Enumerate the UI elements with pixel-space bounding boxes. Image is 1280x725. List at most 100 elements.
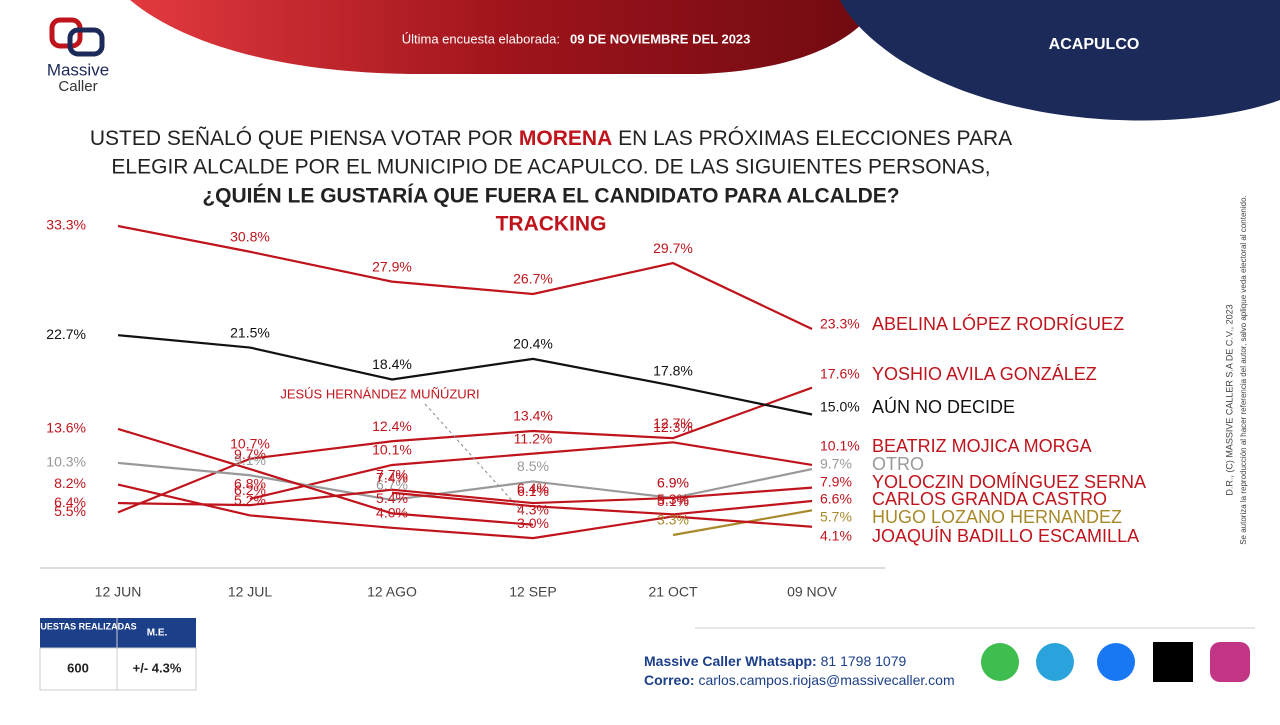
data-label: 9.7%	[820, 456, 852, 472]
data-label: 23.3%	[820, 316, 860, 332]
data-label: 6.1%	[517, 483, 549, 499]
value: carlos.campos.riojas@massivecaller.com	[698, 672, 954, 688]
data-label: 15.0%	[820, 399, 860, 415]
data-label: 6.7%	[376, 477, 408, 493]
survey-date: 09 DE NOVIEMBRE DEL 2023	[570, 31, 750, 46]
data-label: 8.5%	[517, 458, 549, 474]
data-label: 17.6%	[820, 366, 860, 382]
label: Correo:	[644, 672, 695, 688]
x-tick-label: 12 JUN	[95, 584, 142, 600]
value: 81 1798 1079	[821, 653, 907, 669]
data-label: 30.8%	[230, 228, 270, 244]
data-label: 13.4%	[513, 408, 553, 424]
series-name: JESÚS HERNÁNDEZ MUÑÚZURI	[280, 386, 479, 401]
series-name: JOAQUÍN BADILLO ESCAMILLA	[872, 526, 1139, 546]
x-tick-label: 09 NOV	[787, 584, 837, 600]
data-label: 12.3%	[653, 419, 693, 435]
data-label: 6.9%	[657, 475, 689, 491]
legal-line: Se autoriza la reproducción al hacer ref…	[1239, 195, 1248, 545]
question-text: EN LAS PRÓXIMAS ELECCIONES PARA	[618, 127, 1012, 150]
logo: Massive Caller	[47, 17, 109, 95]
header-blob	[840, 0, 1280, 121]
data-label: 6.8%	[234, 476, 266, 492]
data-label: 5.3%	[657, 491, 689, 507]
x-icon[interactable]	[1153, 642, 1193, 682]
data-label: 3.3%	[657, 512, 689, 528]
data-label: 29.7%	[653, 240, 693, 256]
series-name: YOLOCZIN DOMÍNGUEZ SERNA	[872, 472, 1146, 492]
data-label: 3.0%	[517, 515, 549, 531]
series-line	[117, 486, 813, 507]
data-label: 9.7%	[234, 446, 266, 462]
data-label: 6.6%	[820, 491, 852, 507]
data-label: 6.2%	[234, 482, 266, 498]
series-line	[117, 334, 813, 416]
data-label: 9.1%	[234, 452, 266, 468]
legal-line: D.R., (C) MASSIVE CALLER S.A DE C.V., 20…	[1224, 304, 1234, 495]
series-line	[117, 427, 534, 526]
series-name: AÚN NO DECIDE	[872, 396, 1015, 417]
annotation-pointer	[424, 403, 526, 516]
data-label: 22.7%	[46, 326, 86, 342]
data-label: 4.0%	[376, 505, 408, 521]
data-label: 11.2%	[514, 430, 553, 446]
data-label: 12.4%	[372, 418, 412, 434]
data-label: 7.9%	[820, 474, 852, 490]
footer-mail: Correo: carlos.campos.riojas@massivecall…	[644, 672, 955, 688]
data-label: 10.1%	[372, 442, 412, 458]
series-name: YOSHIO AVILA GONZÁLEZ	[872, 364, 1097, 384]
social-icons	[981, 642, 1250, 682]
instagram-icon[interactable]	[1210, 642, 1250, 682]
table-header: M.E.	[147, 628, 168, 639]
survey-table: ENCUESTAS REALIZADAS M.E. 600 +/- 4.3%	[21, 618, 197, 691]
series-name: ABELINA LÓPEZ RODRÍGUEZ	[872, 313, 1124, 334]
data-label: 27.9%	[372, 258, 412, 274]
data-label: 7.4%	[376, 469, 408, 485]
data-label: 10.7%	[230, 435, 270, 451]
data-label: 5.2%	[234, 492, 266, 508]
place: ACAPULCO	[1049, 36, 1140, 53]
header-banner	[130, 0, 880, 74]
series-name: BEATRIZ MOJICA MORGA	[872, 436, 1092, 456]
data-label: 20.4%	[513, 336, 553, 352]
series-name: CARLOS GRANDA CASTRO	[872, 489, 1107, 509]
series-line	[391, 491, 813, 516]
plot: 12 JUN 12 JUL 12 AGO 12 SEP 21 OCT 09 NOV 33.3…	[46, 217, 1146, 600]
brand-bottom: Caller	[58, 78, 97, 95]
data-label: 12.7%	[653, 415, 693, 431]
data-label: 10.1%	[820, 438, 860, 454]
data-label: 10.3%	[46, 454, 86, 470]
table-cell: 600	[67, 660, 89, 675]
brand-top: Massive	[47, 60, 109, 79]
data-label: 13.6%	[46, 420, 86, 436]
chart-subtitle: TRACKING	[496, 213, 607, 236]
data-label: 5.5%	[54, 503, 86, 519]
whatsapp-icon[interactable]	[981, 643, 1019, 681]
facebook-icon[interactable]	[1097, 643, 1135, 681]
x-tick-label: 12 SEP	[509, 584, 556, 600]
x-tick-label: 21 OCT	[648, 584, 697, 600]
data-label: 6.4%	[54, 494, 86, 510]
survey-label: Última encuesta elaborada:	[402, 31, 560, 46]
data-label: 17.8%	[653, 362, 693, 378]
data-label: 26.7%	[513, 271, 553, 287]
question-line1: USTED SEÑALÓ QUE PIENSA VOTAR POR MORENA…	[90, 126, 1012, 150]
data-label: 6.4%	[517, 480, 549, 496]
series-line	[117, 483, 813, 540]
data-label: 5.4%	[376, 490, 408, 506]
data-label: 8.2%	[54, 475, 86, 491]
x-tick-label: 12 JUL	[228, 584, 273, 600]
data-label: 6.9%	[657, 475, 689, 491]
series-name: OTRO	[872, 454, 924, 474]
table-header: ENCUESTAS REALIZADAS	[21, 621, 136, 631]
series-line	[117, 224, 813, 331]
data-label: 7.7%	[376, 466, 408, 482]
question-text: USTED SEÑALÓ QUE PIENSA VOTAR POR	[90, 126, 513, 150]
data-label: 4.3%	[517, 501, 549, 517]
telegram-icon[interactable]	[1036, 643, 1074, 681]
series-name: HUGO LOZANO HERNANDEZ	[872, 507, 1122, 527]
data-label: 21.5%	[230, 324, 270, 340]
party: MORENA	[519, 127, 612, 150]
table-cell: +/- 4.3%	[133, 660, 182, 675]
